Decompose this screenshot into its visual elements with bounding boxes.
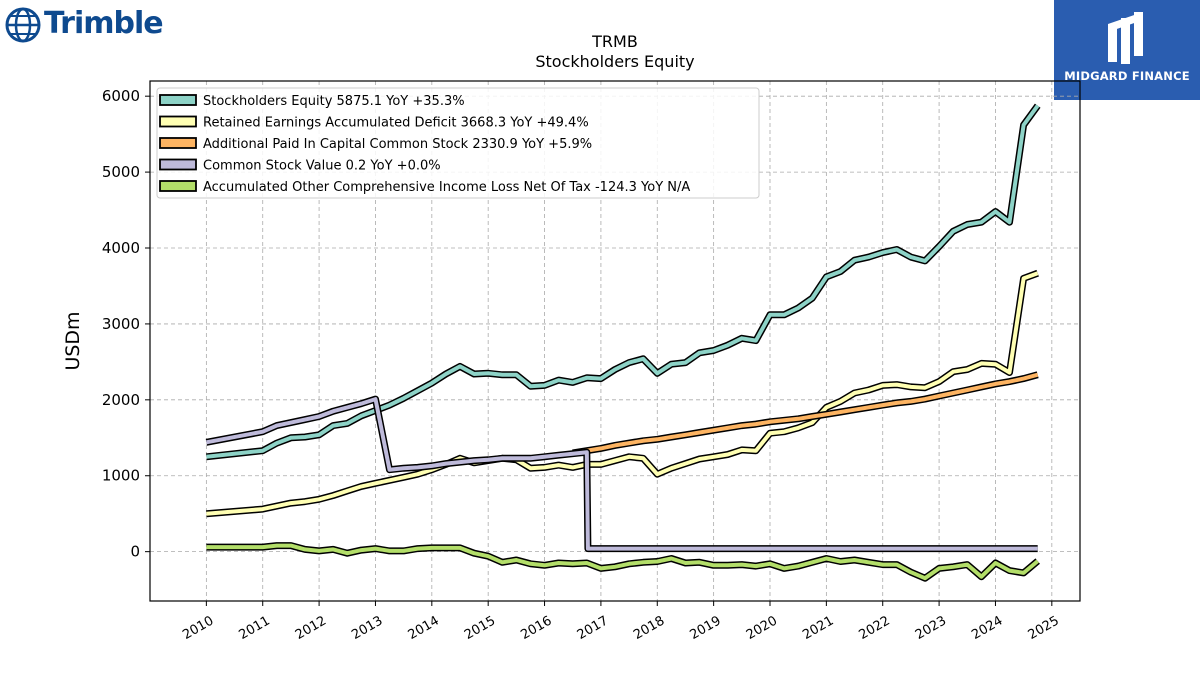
chart-title: TRMB bbox=[591, 32, 638, 51]
x-tick-label: 2024 bbox=[969, 613, 1005, 643]
series-line-outline bbox=[206, 269, 1039, 518]
legend-swatch bbox=[159, 137, 197, 149]
x-tick-label: 2022 bbox=[857, 613, 893, 643]
x-tick-label: 2019 bbox=[687, 613, 723, 643]
legend-label: Retained Earnings Accumulated Deficit 36… bbox=[203, 116, 589, 131]
x-tick-label: 2018 bbox=[631, 613, 667, 643]
y-axis: 0 1000 2000 3000 4000 5000 6000 bbox=[102, 87, 150, 561]
x-tick-label: 2023 bbox=[913, 613, 949, 643]
x-tick-label: 2021 bbox=[800, 613, 836, 643]
midgard-logo-icon bbox=[1108, 12, 1143, 64]
x-tick-label: 2016 bbox=[518, 613, 554, 643]
series-lines bbox=[205, 103, 1041, 582]
badge-text: MIDGARD FINANCE bbox=[1064, 69, 1190, 83]
x-tick-label: 2014 bbox=[406, 613, 442, 643]
y-tick-label: 0 bbox=[130, 543, 140, 561]
legend-label: Additional Paid In Capital Common Stock … bbox=[203, 137, 592, 152]
y-axis-label: USDm bbox=[62, 311, 84, 370]
globe-icon bbox=[5, 7, 41, 43]
series-line-outline bbox=[205, 395, 1038, 553]
x-tick-label: 2015 bbox=[462, 613, 498, 643]
legend: Stockholders Equity 5875.1 YoY +35.3% Ret… bbox=[156, 87, 760, 199]
legend-box bbox=[156, 87, 760, 199]
trimble-logo: Trimble bbox=[4, 4, 174, 46]
x-tick-label: 2011 bbox=[237, 613, 273, 643]
legend-label: Accumulated Other Comprehensive Income L… bbox=[203, 180, 690, 195]
series-line bbox=[572, 372, 1039, 455]
logo-text: Trimble bbox=[44, 6, 164, 41]
plot-frame bbox=[149, 80, 1081, 602]
x-tick-label: 2010 bbox=[180, 613, 216, 643]
x-tick-label: 2017 bbox=[575, 613, 611, 643]
y-tick-label: 6000 bbox=[102, 87, 140, 105]
x-tick-label: 2012 bbox=[293, 613, 329, 643]
x-tick-label: 2025 bbox=[1026, 613, 1062, 643]
y-tick-label: 1000 bbox=[102, 467, 140, 485]
series-line bbox=[206, 543, 1039, 581]
y-tick-label: 4000 bbox=[102, 239, 140, 257]
series-line bbox=[206, 397, 1038, 551]
y-tick-label: 3000 bbox=[102, 315, 140, 333]
y-tick-label: 2000 bbox=[102, 391, 140, 409]
x-tick-label: 2020 bbox=[744, 613, 780, 643]
x-axis: 2010 2011 2012 2013 2014 2015 2016 2017 2018 2019… bbox=[180, 601, 1062, 643]
series-line bbox=[206, 271, 1039, 516]
legend-swatch bbox=[159, 94, 197, 106]
legend-label: Common Stock Value 0.2 YoY +0.0% bbox=[203, 159, 441, 174]
midgard-finance-badge: MIDGARD FINANCE bbox=[1054, 0, 1200, 100]
chart-subtitle: Stockholders Equity bbox=[535, 52, 694, 71]
legend-swatch bbox=[159, 115, 197, 128]
legend-swatch bbox=[159, 158, 197, 171]
y-tick-label: 5000 bbox=[102, 163, 140, 181]
x-tick-label: 2013 bbox=[349, 613, 385, 643]
legend-label: Stockholders Equity 5875.1 YoY +35.3% bbox=[203, 94, 465, 109]
legend-swatch bbox=[159, 180, 197, 192]
